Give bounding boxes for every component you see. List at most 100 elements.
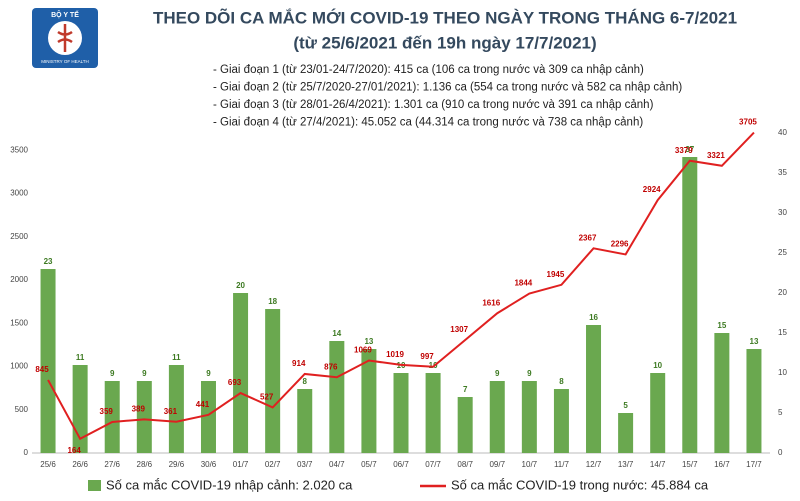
bar	[682, 157, 698, 453]
x-tick-label: 06/7	[393, 460, 409, 469]
x-tick-label: 30/6	[201, 460, 217, 469]
bar	[618, 413, 634, 453]
bar-label: 23	[44, 257, 53, 266]
bar	[104, 381, 120, 453]
bar-label: 13	[364, 337, 373, 346]
line-label: 1307	[450, 325, 468, 334]
legend-label: Số ca mắc COVID-19 trong nước: 45.884 ca	[451, 477, 709, 492]
bar	[265, 309, 281, 453]
y-tick-label: 2500	[10, 232, 28, 241]
bar-label: 11	[172, 353, 181, 362]
legend-label: Số ca mắc COVID-19 nhập cảnh: 2.020 ca	[106, 477, 353, 492]
bar-label: 9	[142, 369, 147, 378]
bar	[361, 349, 377, 453]
x-tick-label: 05/7	[361, 460, 377, 469]
line-label: 2367	[579, 233, 597, 242]
x-tick-label: 27/6	[104, 460, 120, 469]
x-tick-label: 25/6	[40, 460, 56, 469]
logo: BỘ Y TẾ MINISTRY OF HEALTH	[32, 8, 98, 68]
y2-tick-label: 5	[778, 408, 783, 417]
line-label: 389	[132, 404, 146, 413]
y-tick-label: 3000	[10, 189, 28, 198]
line-label: 527	[260, 393, 274, 402]
y-tick-label: 1500	[10, 318, 28, 327]
x-tick-label: 16/7	[714, 460, 730, 469]
bar-label: 9	[495, 369, 500, 378]
chart-title: THEO DÕI CA MẮC MỚI COVID-19 THEO NGÀY T…	[153, 7, 737, 27]
line	[47, 131, 755, 441]
x-tick-label: 08/7	[457, 460, 473, 469]
x-tick-label: 13/7	[618, 460, 634, 469]
bar-label: 9	[110, 369, 115, 378]
bar	[40, 269, 56, 453]
y2-tick-label: 15	[778, 328, 787, 337]
y2-tick-label: 0	[778, 448, 783, 457]
bar-label: 14	[332, 329, 341, 338]
line-label: 164	[67, 446, 81, 455]
bar-label: 20	[236, 281, 245, 290]
line-label: 876	[324, 362, 338, 371]
x-tick-label: 04/7	[329, 460, 345, 469]
x-tick-label: 10/7	[522, 460, 538, 469]
x-tick-label: 01/7	[233, 460, 249, 469]
y2-tick-label: 10	[778, 368, 787, 377]
bar-label: 16	[589, 313, 598, 322]
x-tick-label: 02/7	[265, 460, 281, 469]
bar	[233, 293, 249, 453]
bar	[425, 373, 441, 453]
line-label: 693	[228, 378, 242, 387]
bar-label: 5	[623, 401, 628, 410]
bar	[168, 365, 184, 453]
logo-text: BỘ Y TẾ	[51, 9, 79, 19]
y2-tick-label: 30	[778, 208, 787, 217]
bar	[521, 381, 537, 453]
bar	[136, 381, 152, 453]
x-tick-label: 29/6	[169, 460, 185, 469]
x-tick-label: 09/7	[489, 460, 505, 469]
bar	[650, 373, 666, 453]
annotation: - Giai đoạn 4 (từ 27/4/2021): 45.052 ca …	[213, 117, 643, 129]
line-label: 997	[420, 352, 434, 361]
line-label: 1616	[482, 298, 500, 307]
bar	[489, 381, 505, 453]
line-label: 3379	[675, 146, 693, 155]
x-tick-label: 03/7	[297, 460, 313, 469]
line-label: 1069	[354, 346, 372, 355]
y-tick-label: 2000	[10, 275, 28, 284]
x-tick-label: 28/6	[137, 460, 153, 469]
x-tick-label: 11/7	[554, 460, 570, 469]
bar	[746, 349, 762, 453]
bar	[297, 389, 313, 453]
bar	[329, 341, 345, 453]
line-label: 845	[35, 365, 49, 374]
bar-label: 18	[268, 297, 277, 306]
x-tick-label: 26/6	[72, 460, 88, 469]
x-tick-label: 07/7	[425, 460, 441, 469]
x-tick-label: 12/7	[586, 460, 602, 469]
bar-label: 15	[717, 321, 726, 330]
y2-tick-label: 20	[778, 288, 787, 297]
legend-swatch	[88, 480, 101, 491]
bar	[586, 325, 602, 453]
bar-label: 9	[206, 369, 211, 378]
line-label: 2924	[643, 185, 661, 194]
x-tick-label: 15/7	[682, 460, 698, 469]
y-tick-label: 1000	[10, 362, 28, 371]
line-label: 1945	[547, 270, 565, 279]
y-tick-label: 500	[15, 405, 29, 414]
x-tick-label: 14/7	[650, 460, 666, 469]
bar	[553, 389, 569, 453]
bar	[714, 333, 730, 453]
bar-label: 10	[653, 361, 662, 370]
annotation: - Giai đoạn 1 (từ 23/01-24/7/2020): 415 …	[213, 64, 644, 76]
logo-symbol	[57, 24, 73, 52]
line-label: 1844	[514, 279, 532, 288]
annotation: - Giai đoạn 2 (từ 25/7/2020-27/01/2021):…	[213, 82, 682, 94]
bar-label: 9	[527, 369, 532, 378]
bar	[457, 397, 473, 453]
bar-label: 7	[463, 385, 468, 394]
line-label: 3321	[707, 151, 725, 160]
bar-label: 11	[76, 353, 85, 362]
y-tick-label: 0	[24, 448, 29, 457]
